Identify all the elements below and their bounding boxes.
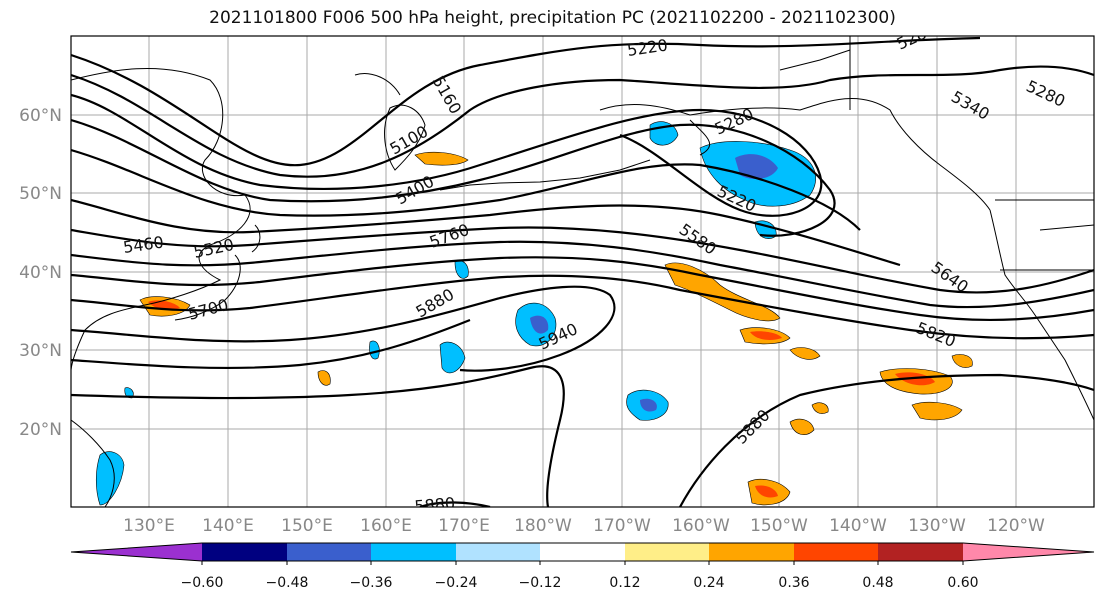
colorbar-tick-label: −0.48 <box>266 575 309 591</box>
lon-label: 160°E <box>360 516 412 536</box>
lat-label: 20°N <box>19 420 62 440</box>
map-title: 2021101800 F006 500 hPa height, precipit… <box>209 8 896 28</box>
colorbar-tick-label: −0.12 <box>519 575 562 591</box>
contour-label: 5220 <box>626 35 669 59</box>
lon-label: 140°E <box>202 516 254 536</box>
colorbar-segment <box>287 543 371 561</box>
lon-label: 120°W <box>987 516 1045 536</box>
lon-label: 170°E <box>438 516 490 536</box>
lon-label: 140°W <box>829 516 887 536</box>
longitude-labels: 130°E 140°E 150°E 160°E 170°E 180°W 170°… <box>123 516 1045 536</box>
lat-label: 50°N <box>19 184 62 204</box>
colorbar-tick-label: 0.60 <box>947 575 978 591</box>
map-frame <box>70 35 1095 508</box>
colorbar-tick-label: −0.60 <box>181 575 224 591</box>
colorbar-segment <box>540 543 625 561</box>
colorbar-tick-label: 0.24 <box>693 575 724 591</box>
colorbar-segment <box>878 543 963 561</box>
colorbar-extend-high <box>963 543 1094 561</box>
lon-label: 130°E <box>123 516 175 536</box>
lon-label: 180°W <box>514 516 572 536</box>
colorbar-tick-label: 0.48 <box>862 575 893 591</box>
precip-negative-patches <box>95 121 817 506</box>
colorbar-segment <box>794 543 878 561</box>
colorbar-tick-label: −0.24 <box>435 575 478 591</box>
lon-label: 150°W <box>750 516 808 536</box>
lon-label: 150°E <box>281 516 333 536</box>
lon-label: 130°W <box>908 516 966 536</box>
colorbar-extend-low <box>71 543 202 561</box>
lon-label: 170°W <box>593 516 651 536</box>
colorbar-segment <box>202 543 287 561</box>
colorbar-tick-label: 0.36 <box>778 575 809 591</box>
colorbar-segment <box>709 543 794 561</box>
colorbar-tick-label: 0.12 <box>609 575 640 591</box>
lon-label: 160°W <box>672 516 730 536</box>
colorbar-segment <box>456 543 540 561</box>
colorbar-segment <box>625 543 709 561</box>
lat-label: 30°N <box>19 341 62 361</box>
colorbar: −0.60 −0.48 −0.36 −0.24 −0.12 0.12 0.24 … <box>70 542 1095 591</box>
colorbar-segments <box>70 542 1095 565</box>
latitude-labels: 60°N 50°N 40°N 30°N 20°N <box>19 106 62 440</box>
lat-label: 60°N <box>19 106 62 126</box>
colorbar-segment <box>371 543 456 561</box>
graticule <box>71 36 1094 507</box>
colorbar-tick-label: −0.36 <box>350 575 393 591</box>
contour-label: 5880 <box>414 494 456 516</box>
lat-label: 40°N <box>19 263 62 283</box>
height-contours <box>71 36 1094 507</box>
